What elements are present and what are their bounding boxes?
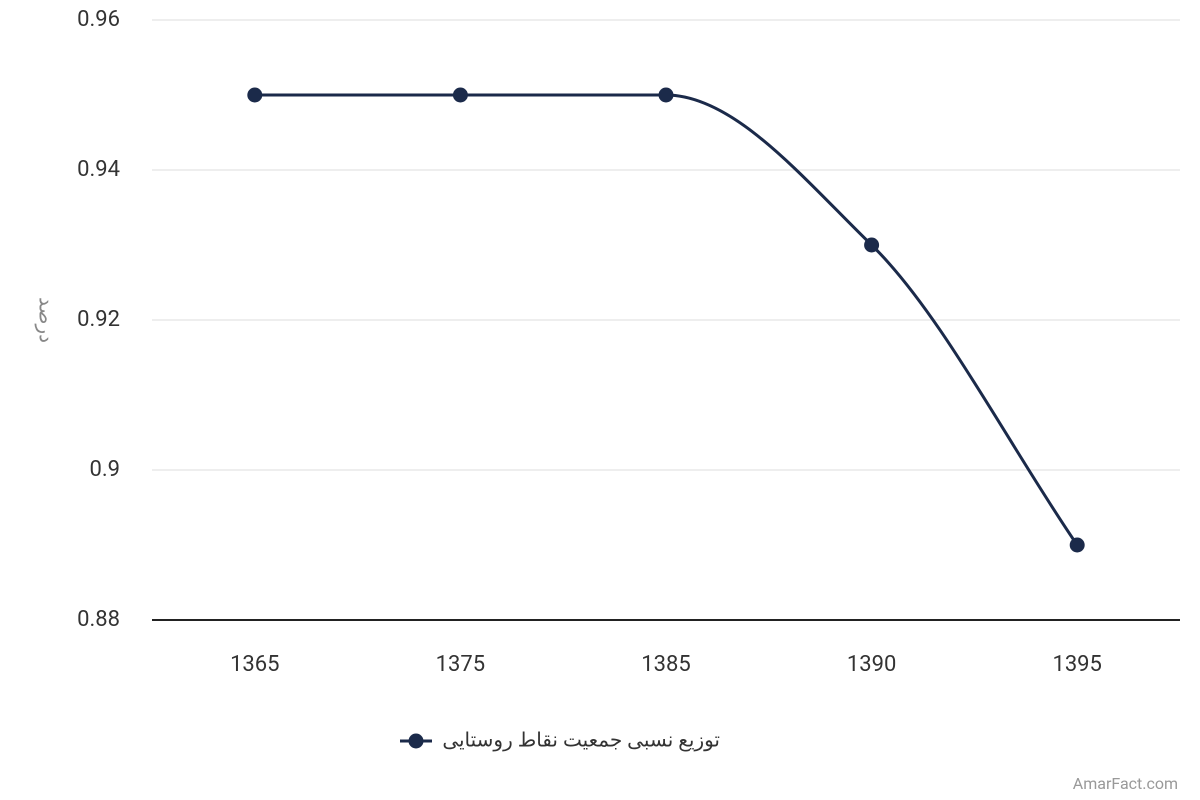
data-point [452, 87, 468, 103]
x-tick-label: 1390 [847, 652, 896, 677]
x-tick-label: 1395 [1052, 652, 1101, 677]
x-tick-label: 1385 [641, 652, 690, 677]
legend-label: توزیع نسبی جمعیت نقاط روستایی [442, 727, 720, 751]
legend-marker [408, 733, 424, 749]
data-point [247, 87, 263, 103]
y-tick-label: 0.96 [77, 7, 120, 32]
data-point [1069, 537, 1085, 553]
data-point [658, 87, 674, 103]
y-tick-label: 0.94 [77, 157, 120, 182]
y-tick-label: 0.9 [89, 457, 120, 482]
x-tick-label: 1365 [230, 652, 279, 677]
y-tick-label: 0.92 [77, 307, 120, 332]
y-axis-label: درصد [35, 297, 59, 343]
credit: AmarFact.com [1073, 774, 1178, 793]
x-tick-label: 1375 [436, 652, 485, 677]
data-point [864, 237, 880, 253]
line [254, 93, 1079, 546]
y-tick-label: 0.88 [77, 607, 120, 632]
